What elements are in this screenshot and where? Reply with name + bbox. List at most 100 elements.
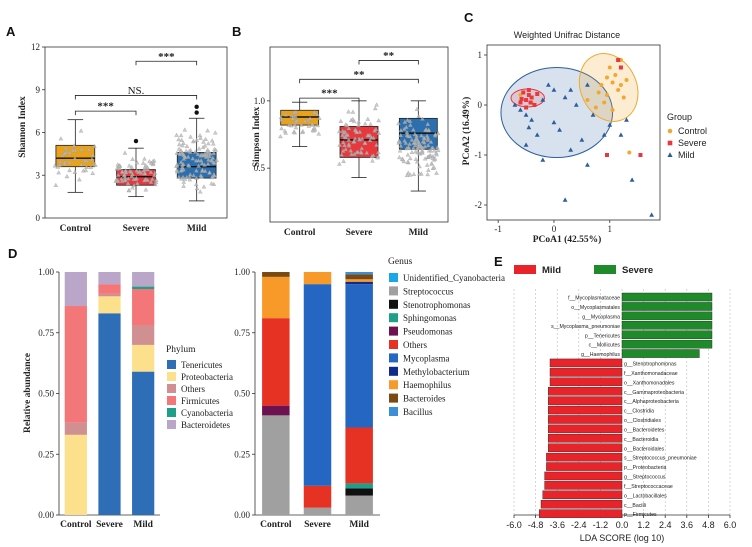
jitter-point [278,134,283,139]
jitter-point [354,129,360,135]
point-control [613,73,618,77]
chart-b-ylabel: Simpson Index [252,107,262,168]
panel-label-a: A [6,24,16,39]
jitter-point [208,158,214,163]
y-tick-label: 6 [36,128,41,138]
jitter-point [70,147,76,153]
bar-segment-others [64,422,87,435]
panel-label-c: C [464,10,474,25]
bar-segment-others [98,293,121,297]
lda-bar [548,434,623,443]
lda-bar [540,499,623,509]
point-mild [649,212,655,217]
jitter-point [196,146,202,151]
jitter-point [211,150,217,155]
jitter-point [123,168,128,173]
x-tick-label: Mild [133,520,153,530]
lda-label: p__Tenericutes [585,333,621,339]
jitter-point [344,132,349,137]
point-mild [551,87,557,92]
legend-key-bacteroidetes [167,420,176,429]
lda-label: c__Clostridia [624,409,654,415]
jitter-point [142,171,148,176]
jitter-point [400,156,405,161]
jitter-point [202,143,208,148]
jitter-point [63,145,68,150]
jitter-point [412,137,418,142]
bar-segment-haemophilus [262,276,290,319]
jitter-point [409,137,415,142]
jitter-point [134,160,140,165]
significance-bracket [135,60,198,66]
jitter-point [343,122,348,127]
legend-label-tenericutes: Tenericutes [181,360,223,370]
bar-segment-bacillus [345,272,373,275]
bar-segment-stenotrophomonas [345,488,373,496]
significance-label: ** [354,69,366,81]
jitter-point [343,146,348,152]
bar-segment-methylobacterium [345,281,373,285]
legend-label-bacillus: Bacillus [403,407,433,417]
jitter-point [191,139,196,144]
jitter-point [428,148,434,153]
jitter-point [212,146,217,151]
jitter-point [404,132,410,137]
bar-segment-others [345,427,373,484]
jitter-point [431,165,437,170]
jitter-point [130,156,135,161]
jitter-point [364,150,370,155]
jitter-point [199,174,204,179]
jitter-point [127,168,133,173]
jitter-point [83,168,89,173]
jitter-point [300,128,306,134]
jitter-point [349,151,354,156]
jitter-point [413,156,419,161]
y-tick-label: 1.0 [254,96,266,106]
x-tick-label: Control [260,520,292,530]
jitter-point [311,128,316,133]
bar-segment-firmicutes [64,306,87,423]
jitter-point [148,169,154,174]
lda-bar [621,292,713,302]
jitter-point [194,186,200,191]
point-control [624,78,629,82]
significance-label: ** [383,50,395,62]
jitter-point [434,152,439,157]
point-control [604,93,609,97]
legend-key-tenericutes [167,360,176,369]
jitter-point [82,158,88,163]
lda-bar [549,377,623,387]
jitter-point [348,117,354,122]
jitter-point [356,119,361,124]
lda-bar [539,509,623,518]
legend-label-pseudomonas: Pseudomonas [403,327,453,337]
jitter-point [177,151,182,156]
jitter-point [351,119,357,124]
jitter-point [77,177,82,182]
jitter-point [316,131,322,136]
y-tick-label: 1.00 [38,267,54,277]
jitter-point [201,139,206,144]
jitter-point [350,109,356,114]
jitter-point [426,154,431,159]
jitter-point [419,133,424,138]
lda-label: o__Xanthomonadales [624,380,675,386]
jitter-point [404,172,410,177]
panel-label-b: B [232,24,241,39]
jitter-point [279,117,284,122]
jitter-point [355,149,361,154]
lda-label: s__Streptococcus_pneumoniae [624,456,697,462]
point-control [621,95,626,100]
y-tick-label: -1 [475,150,483,160]
legend-label-proteobacteria: Proteobacteria [181,372,233,382]
jitter-point [191,173,196,178]
jitter-point [346,126,352,131]
y-tick-label: 12 [31,42,40,52]
point-mild [545,82,551,87]
ellipse-control [578,53,639,122]
jitter-point [415,150,421,155]
jitter-point [415,159,420,164]
y-tick-label: 0.5 [254,163,266,173]
jitter-point [403,140,409,145]
